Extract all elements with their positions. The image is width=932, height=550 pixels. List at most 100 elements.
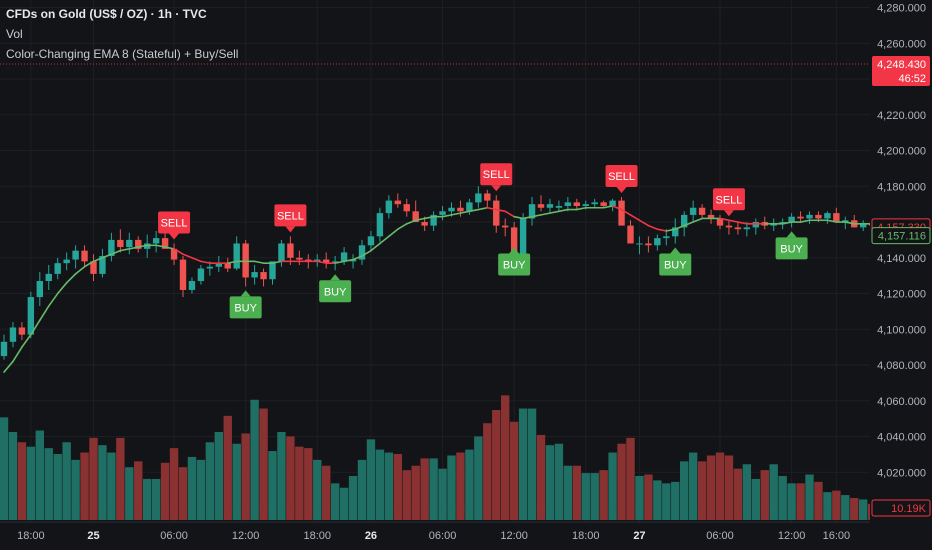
sell-signal: SELL bbox=[712, 188, 745, 217]
ema-segment bbox=[316, 260, 328, 264]
ema-segment bbox=[531, 214, 542, 218]
sell-label-box bbox=[480, 163, 513, 186]
candle-body bbox=[349, 259, 357, 262]
volume-bar bbox=[724, 455, 734, 520]
ema-segment bbox=[137, 244, 148, 248]
candle-body bbox=[797, 216, 804, 219]
volume-bar bbox=[89, 437, 98, 520]
volume-bars bbox=[0, 395, 877, 520]
candle-body bbox=[716, 218, 724, 226]
candle-body bbox=[582, 204, 589, 206]
candle-body bbox=[63, 259, 70, 264]
volume-bar bbox=[518, 408, 528, 520]
sell-label-box bbox=[158, 211, 191, 234]
volume-value-tag: 10.19K bbox=[871, 499, 931, 517]
volume-bar bbox=[125, 467, 134, 520]
candle-body bbox=[296, 257, 303, 260]
time-tick-label: 18:00 bbox=[17, 530, 45, 542]
buy-label-box bbox=[775, 237, 808, 260]
volume-bar bbox=[536, 434, 546, 520]
candle-body bbox=[27, 297, 35, 335]
indicator-legend[interactable]: Color-Changing EMA 8 (Stateful) + Buy/Se… bbox=[6, 47, 239, 61]
candle-body bbox=[287, 243, 294, 258]
volume-bar bbox=[608, 452, 617, 520]
candle-body bbox=[457, 207, 464, 212]
candle-body bbox=[117, 239, 124, 248]
volume-bar bbox=[617, 443, 626, 520]
signal-pointer bbox=[616, 187, 627, 194]
candle-body bbox=[573, 202, 580, 206]
volume-bar bbox=[465, 449, 474, 520]
ema-segment bbox=[423, 215, 435, 220]
buy-signal: BUY bbox=[319, 274, 352, 303]
volume-bar bbox=[80, 452, 89, 520]
candle-body bbox=[555, 205, 563, 208]
sell-signal: SELL bbox=[274, 204, 307, 233]
volume-bar bbox=[572, 465, 581, 520]
candle-body bbox=[484, 193, 491, 201]
volume-bar bbox=[751, 478, 760, 520]
candle-body bbox=[510, 227, 518, 255]
buy-signal: BUY bbox=[229, 290, 262, 319]
candle-body bbox=[743, 227, 751, 230]
candle-body bbox=[278, 243, 285, 262]
signal-pointer bbox=[670, 247, 681, 254]
last-price-tag: 4,248.430 46:52 bbox=[0, 55, 930, 86]
ema-segment bbox=[513, 215, 524, 220]
volume-bar bbox=[644, 474, 653, 520]
signal-labels: SELL SELL SELL SELL SELL BUY BUY BUY BUY BUY bbox=[158, 163, 808, 319]
candle-body bbox=[314, 259, 321, 262]
price-tag-box bbox=[872, 55, 930, 86]
signal-text: BUY bbox=[234, 302, 257, 314]
ema-segment bbox=[549, 210, 560, 214]
candle-body bbox=[126, 239, 133, 248]
candle-body bbox=[502, 225, 509, 228]
time-axis[interactable]: 18:00 25 06:00 12:00 18:00 26 06:00 12:00 18:00 2… bbox=[0, 521, 870, 550]
price-tag-box bbox=[871, 227, 931, 245]
candle-body bbox=[430, 214, 437, 226]
volume-bar bbox=[366, 439, 376, 520]
volume-bar bbox=[304, 448, 313, 520]
sell-label-box bbox=[712, 188, 745, 211]
candle-body bbox=[564, 202, 572, 206]
candle-body bbox=[36, 281, 43, 298]
candle-body bbox=[340, 252, 348, 262]
symbol-title[interactable]: CFDs on Gold (US$ / OZ) · 1h · TVC bbox=[6, 7, 207, 21]
volume-bar bbox=[438, 468, 447, 520]
ema-segment bbox=[781, 221, 793, 225]
candle-body bbox=[385, 200, 393, 214]
volume-bar bbox=[599, 470, 608, 520]
candle-body bbox=[734, 227, 742, 230]
ema-segment bbox=[30, 319, 41, 336]
candle-body bbox=[466, 202, 473, 212]
volume-bar bbox=[259, 408, 268, 520]
ema-segment bbox=[379, 235, 390, 245]
candle-body bbox=[197, 268, 205, 282]
candle-body bbox=[618, 200, 625, 226]
candle-body bbox=[206, 266, 214, 269]
volume-bar bbox=[841, 495, 850, 520]
candle-body bbox=[475, 193, 482, 203]
volume-bar bbox=[509, 421, 519, 520]
ema-line bbox=[3, 205, 873, 373]
volume-bar bbox=[733, 468, 743, 520]
candle-body bbox=[806, 214, 813, 219]
ema-segment bbox=[602, 205, 614, 209]
signal-text: SELL bbox=[715, 194, 742, 206]
volume-bar bbox=[411, 465, 420, 520]
candle-body bbox=[698, 207, 706, 215]
volume-bar bbox=[492, 410, 501, 520]
candle-body bbox=[269, 261, 276, 280]
candle-body bbox=[815, 214, 822, 219]
candle-body bbox=[779, 222, 786, 224]
volume-bar bbox=[339, 487, 349, 520]
candle-body bbox=[18, 327, 26, 335]
buy-label-box bbox=[319, 280, 352, 303]
ema-segment bbox=[405, 219, 417, 225]
volume-bar bbox=[402, 470, 411, 520]
volume-bar bbox=[859, 499, 868, 520]
volume-legend[interactable]: Vol bbox=[6, 27, 23, 41]
price-tick-label: 4,200.000 bbox=[877, 146, 926, 158]
volume-bar bbox=[26, 446, 36, 520]
